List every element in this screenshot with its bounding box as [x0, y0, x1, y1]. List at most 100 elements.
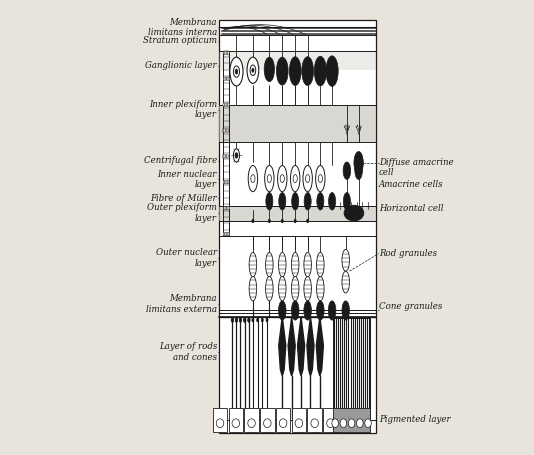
Circle shape	[226, 233, 228, 236]
Polygon shape	[316, 317, 324, 376]
Ellipse shape	[328, 192, 335, 210]
Ellipse shape	[279, 253, 286, 277]
Circle shape	[244, 318, 246, 322]
Circle shape	[252, 68, 254, 72]
Circle shape	[226, 207, 229, 210]
Ellipse shape	[317, 253, 324, 277]
Ellipse shape	[344, 205, 364, 221]
Circle shape	[231, 318, 234, 322]
Circle shape	[294, 219, 296, 222]
Ellipse shape	[292, 253, 299, 277]
Polygon shape	[279, 317, 286, 376]
Bar	[219, 105, 376, 142]
Bar	[213, 408, 227, 432]
Ellipse shape	[314, 56, 326, 86]
Circle shape	[281, 219, 283, 222]
Circle shape	[223, 233, 225, 236]
Bar	[219, 206, 376, 221]
Bar	[334, 318, 370, 418]
Bar	[323, 408, 337, 432]
Circle shape	[228, 233, 230, 236]
Circle shape	[252, 318, 254, 322]
Text: Diffuse amacrine
cell: Diffuse amacrine cell	[379, 157, 454, 177]
Ellipse shape	[278, 166, 287, 192]
Circle shape	[224, 207, 225, 210]
Ellipse shape	[327, 419, 334, 428]
Ellipse shape	[343, 192, 350, 210]
Ellipse shape	[317, 192, 324, 210]
Ellipse shape	[332, 419, 339, 428]
Text: Centrifugal fibre: Centrifugal fibre	[144, 156, 217, 165]
Circle shape	[269, 219, 270, 222]
Circle shape	[318, 175, 323, 182]
Ellipse shape	[248, 419, 255, 428]
Circle shape	[252, 219, 254, 222]
Circle shape	[235, 318, 238, 322]
Ellipse shape	[292, 192, 299, 210]
Circle shape	[227, 51, 229, 55]
Bar	[219, 20, 376, 433]
Ellipse shape	[342, 301, 349, 320]
Ellipse shape	[232, 419, 240, 428]
Ellipse shape	[230, 57, 243, 86]
Ellipse shape	[290, 166, 300, 192]
Ellipse shape	[311, 419, 318, 428]
Bar	[229, 408, 243, 432]
Circle shape	[228, 77, 230, 81]
Ellipse shape	[249, 277, 257, 301]
Text: Inner nuclear
layer: Inner nuclear layer	[158, 170, 217, 189]
Circle shape	[227, 129, 229, 132]
Circle shape	[223, 77, 225, 81]
Text: Stratum opticum: Stratum opticum	[143, 36, 217, 45]
Ellipse shape	[266, 192, 273, 210]
Circle shape	[226, 181, 227, 184]
Text: Amacrine cells: Amacrine cells	[379, 180, 444, 189]
Ellipse shape	[317, 301, 324, 320]
Text: Ganglionic layer: Ganglionic layer	[145, 61, 217, 71]
Ellipse shape	[343, 162, 351, 179]
Polygon shape	[288, 317, 295, 376]
Ellipse shape	[279, 301, 286, 320]
Circle shape	[226, 77, 229, 81]
Text: Outer plexiform
layer: Outer plexiform layer	[147, 203, 217, 223]
Text: Membrana
limitans interna: Membrana limitans interna	[148, 18, 217, 37]
Circle shape	[250, 65, 256, 76]
Ellipse shape	[354, 152, 363, 174]
Ellipse shape	[279, 277, 286, 301]
Text: Cone granules: Cone granules	[379, 302, 442, 311]
Circle shape	[222, 155, 224, 158]
Circle shape	[227, 181, 229, 184]
Text: Outer nuclear
layer: Outer nuclear layer	[156, 248, 217, 268]
Ellipse shape	[295, 419, 303, 428]
Circle shape	[225, 51, 226, 55]
Circle shape	[261, 318, 263, 322]
Circle shape	[226, 155, 229, 158]
Circle shape	[226, 51, 228, 55]
Bar	[276, 408, 290, 432]
Text: Fibre of Müller: Fibre of Müller	[151, 194, 217, 203]
Ellipse shape	[355, 162, 363, 179]
Ellipse shape	[348, 419, 355, 428]
Ellipse shape	[316, 166, 325, 192]
Circle shape	[224, 103, 226, 106]
Ellipse shape	[265, 166, 274, 192]
Ellipse shape	[357, 419, 363, 428]
Circle shape	[239, 318, 241, 322]
Ellipse shape	[247, 57, 259, 83]
Ellipse shape	[264, 419, 271, 428]
Circle shape	[235, 153, 238, 158]
Ellipse shape	[277, 57, 288, 85]
Ellipse shape	[340, 419, 347, 428]
Ellipse shape	[342, 249, 349, 271]
Bar	[260, 408, 274, 432]
Text: Rod granules: Rod granules	[379, 249, 437, 258]
Ellipse shape	[279, 419, 287, 428]
Ellipse shape	[304, 301, 311, 320]
Ellipse shape	[303, 166, 312, 192]
Text: Horizontal cell: Horizontal cell	[379, 204, 444, 213]
Circle shape	[225, 155, 227, 158]
Circle shape	[222, 129, 224, 132]
Circle shape	[248, 318, 250, 322]
Ellipse shape	[342, 271, 349, 293]
Circle shape	[307, 219, 309, 222]
